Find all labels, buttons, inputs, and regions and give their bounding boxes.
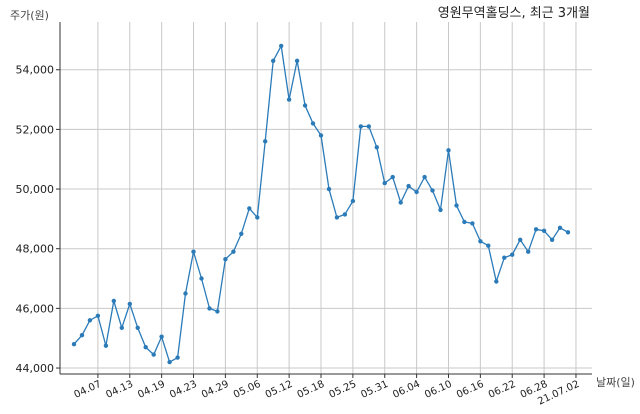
x-tick-label: 05.06	[232, 379, 263, 401]
price-point	[549, 237, 555, 242]
price-point	[557, 225, 563, 230]
y-tick-label: 46,000	[16, 302, 55, 315]
price-point	[526, 249, 531, 254]
price-point	[366, 124, 371, 129]
price-point	[398, 200, 403, 205]
price-point	[167, 359, 172, 365]
price-point	[350, 198, 356, 204]
y-tick-label: 44,000	[16, 362, 55, 375]
price-point	[414, 189, 419, 195]
price-point	[103, 343, 109, 348]
x-tick-label: 05.25	[328, 379, 359, 401]
x-tick-label: 05.12	[264, 379, 295, 401]
price-point	[231, 249, 236, 254]
price-point	[294, 58, 300, 63]
y-gridlines	[56, 69, 592, 369]
price-point	[159, 334, 164, 339]
x-tick-label: 06.10	[423, 379, 454, 401]
price-point	[533, 227, 539, 232]
y-tick-labels: 44,000 46,000 48,000 50,000 52,000 54,000	[16, 64, 55, 375]
price-point	[191, 249, 196, 254]
price-point	[478, 239, 483, 244]
price-point	[271, 58, 276, 63]
price-point	[494, 279, 499, 284]
price-point	[446, 148, 451, 153]
price-series-points	[71, 43, 571, 365]
price-point	[286, 97, 292, 102]
price-point	[470, 221, 475, 226]
price-point	[239, 231, 244, 236]
x-tick-label: 06.04	[391, 379, 422, 401]
price-point	[310, 121, 316, 126]
price-point	[247, 206, 252, 211]
price-point	[263, 139, 268, 144]
price-point	[143, 345, 148, 350]
price-point	[510, 252, 515, 257]
x-tick-label: 04.29	[200, 379, 231, 401]
price-point	[302, 103, 308, 108]
price-point	[215, 309, 220, 314]
price-point	[71, 342, 77, 347]
x-tick-labels: 04.07 04.13 04.19 04.23 04.29 05.06 05.12 05.18…	[73, 379, 582, 408]
price-point	[358, 124, 363, 129]
y-tick-label: 48,000	[16, 243, 55, 256]
price-point	[79, 333, 85, 338]
price-point	[87, 318, 93, 323]
price-point	[326, 186, 332, 192]
price-point	[111, 298, 117, 304]
price-point	[127, 301, 132, 307]
x-tick-label: 05.31	[359, 379, 390, 401]
x-axis-label: 날짜(일)	[596, 375, 635, 389]
y-tick-label: 52,000	[16, 123, 55, 136]
price-point	[541, 228, 547, 233]
price-point	[151, 352, 156, 357]
price-point	[406, 183, 411, 189]
price-point	[374, 145, 379, 150]
x-tick-label: 04.13	[104, 379, 135, 401]
price-point	[382, 180, 387, 186]
chart-title: 영원무역홀딩스, 최근 3개월	[438, 6, 590, 21]
price-point	[502, 255, 507, 260]
x-tick-label: 05.18	[296, 379, 327, 401]
price-point	[565, 230, 571, 235]
y-tick-label: 54,000	[16, 64, 55, 77]
price-point	[175, 355, 180, 360]
price-point	[438, 207, 443, 213]
x-tick-label: 04.19	[136, 379, 167, 401]
price-point	[342, 212, 348, 217]
price-point	[95, 313, 101, 318]
price-point	[454, 203, 459, 208]
price-point	[334, 215, 340, 220]
price-point	[199, 276, 204, 281]
x-tick-label: 06.22	[487, 379, 518, 401]
price-point	[518, 237, 523, 242]
price-point	[318, 133, 324, 138]
price-point	[486, 243, 491, 248]
price-point	[279, 43, 284, 49]
price-point	[119, 325, 125, 330]
y-axis-label: 주가(원)	[10, 9, 49, 22]
x-gridlines	[97, 22, 577, 378]
x-tick-label: 06.16	[455, 379, 486, 401]
price-point	[135, 325, 140, 330]
price-point	[223, 257, 228, 262]
price-point	[390, 174, 395, 180]
price-point	[462, 219, 467, 225]
price-point	[255, 215, 260, 220]
price-point	[183, 291, 188, 296]
x-tick-label: 04.23	[168, 379, 199, 401]
x-tick-label: 04.07	[73, 379, 104, 401]
price-point	[207, 306, 212, 311]
price-point	[422, 174, 427, 180]
price-point	[430, 188, 435, 193]
y-tick-label: 50,000	[16, 183, 55, 196]
